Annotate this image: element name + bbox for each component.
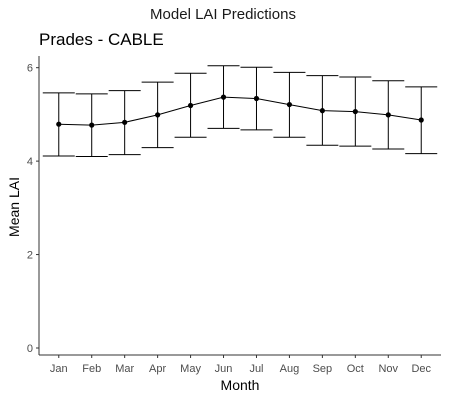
x-tick-label: Sep [313, 363, 333, 375]
data-point [155, 112, 161, 118]
y-tick-label: 4 [27, 156, 33, 168]
error-bars [42, 65, 438, 157]
data-point [89, 122, 95, 128]
y-axis-title: Mean LAI [6, 177, 22, 237]
data-point [352, 108, 358, 115]
x-axis-title: Month [221, 377, 260, 393]
x-tick-label: Apr [149, 363, 166, 375]
x-tick-label: Dec [411, 363, 431, 375]
x-tick-label: Jan [50, 363, 68, 375]
x-tick-label: Feb [82, 363, 101, 375]
x-tick-label: Jul [249, 363, 263, 375]
x-tick-label: Jun [215, 363, 233, 375]
x-tick-label: Nov [378, 363, 398, 375]
chart-title: Prades - CABLE [39, 30, 164, 49]
data-point [418, 117, 424, 123]
data-point [253, 95, 260, 102]
x-axis-ticks: Jan Feb Mar Apr May Jun Jul Aug Sep Oct Nov Dec [50, 355, 432, 375]
data-point [56, 121, 62, 127]
x-tick-label: Mar [115, 363, 134, 375]
y-tick-label: 6 [27, 63, 33, 75]
data-point [187, 102, 194, 109]
x-tick-label: Oct [347, 363, 364, 375]
chart-suptitle: Model LAI Predictions [150, 6, 296, 23]
data-point [286, 101, 293, 108]
plot-area: 0 2 4 6 Jan Feb Mar Apr May Jun Jul Aug Sep Oct Nov De… [27, 56, 441, 375]
data-points [56, 94, 424, 128]
data-point [385, 112, 391, 118]
x-tick-label: May [180, 363, 201, 375]
data-point [319, 108, 325, 114]
series-line [58, 96, 422, 126]
x-tick-label: Aug [280, 363, 300, 375]
y-tick-label: 0 [27, 343, 33, 355]
data-point [220, 94, 227, 100]
y-tick-label: 2 [27, 250, 33, 262]
data-point [122, 119, 128, 125]
y-axis-ticks: 0 2 4 6 [27, 63, 39, 355]
